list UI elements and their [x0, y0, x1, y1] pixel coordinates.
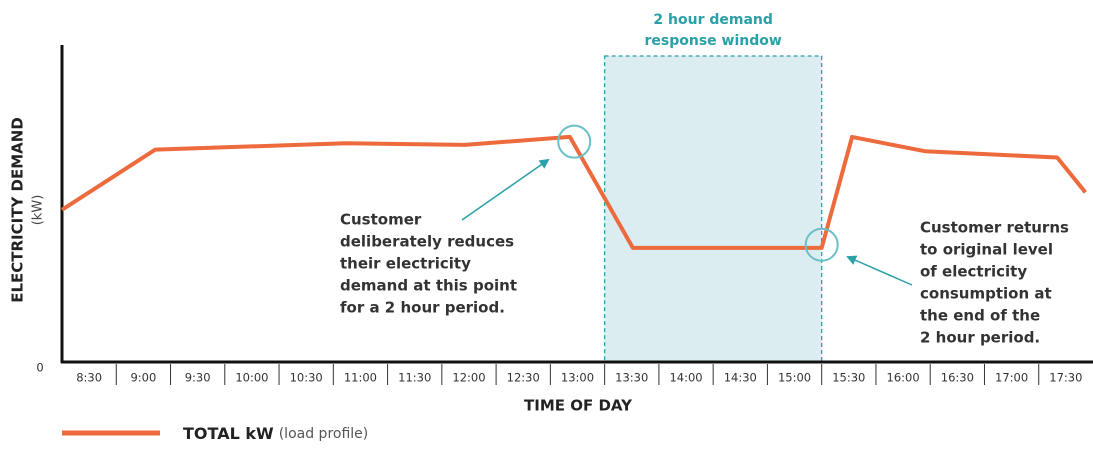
arrow	[461, 158, 550, 221]
x-tick-label: 13:30	[615, 371, 648, 385]
x-tick-label: 16:30	[941, 371, 974, 385]
y-tick-label: 0	[36, 361, 43, 375]
y-axis-label: ELECTRICITY DEMAND	[9, 117, 27, 303]
window-label: response window	[644, 33, 781, 49]
annotation-text: of electricity	[920, 263, 1027, 281]
x-tick-label: 15:30	[832, 371, 865, 385]
annotation-text: Customer returns	[920, 219, 1069, 237]
x-tick-label: 17:00	[995, 371, 1028, 385]
y-axis-unit: (kW)	[31, 195, 46, 226]
x-tick-label: 12:00	[452, 371, 485, 385]
x-tick-label: 9:00	[130, 371, 156, 385]
x-tick-label: 9:30	[185, 371, 211, 385]
data-line	[60, 134, 1087, 250]
annotation-text: to original level	[920, 241, 1053, 259]
x-tick-label: 12:30	[507, 371, 540, 385]
window-layer	[603, 55, 823, 363]
x-tick-label: 8:30	[76, 371, 102, 385]
annotation-text: consumption at	[920, 285, 1052, 303]
x-axis-label: TIME OF DAY	[524, 397, 633, 415]
x-tick-label: 17:30	[1049, 371, 1082, 385]
x-tick-label: 10:00	[235, 371, 268, 385]
x-tick-label: 14:00	[669, 371, 702, 385]
annotation-text: for a 2 hour period.	[340, 299, 505, 317]
legend-name: TOTAL kW	[183, 424, 274, 443]
x-tick-label: 11:00	[344, 371, 377, 385]
window-label: 2 hour demand	[653, 12, 773, 28]
x-tick-label: 11:30	[398, 371, 431, 385]
annotation-text: their electricity	[340, 255, 471, 273]
highlight-circle	[557, 124, 592, 159]
annotation-text: the end of the	[920, 307, 1040, 325]
highlight-circle	[804, 227, 839, 262]
annotation-text: deliberately reduces	[340, 233, 514, 251]
x-tick-label: 14:30	[724, 371, 757, 385]
annotation-text: Customer	[340, 211, 422, 229]
x-tick-label: 15:00	[778, 371, 811, 385]
x-tick-label: 10:30	[290, 371, 323, 385]
x-tick-label: 13:00	[561, 371, 594, 385]
annotation-text: 2 hour period.	[920, 329, 1040, 347]
legend-note: (load profile)	[279, 426, 369, 442]
x-tick-label: 16:00	[887, 371, 920, 385]
legend-entry: TOTAL kW (load profile)	[183, 424, 368, 443]
response-window	[603, 55, 823, 363]
arrow	[846, 255, 913, 286]
annotation-text: demand at this point	[340, 277, 517, 295]
